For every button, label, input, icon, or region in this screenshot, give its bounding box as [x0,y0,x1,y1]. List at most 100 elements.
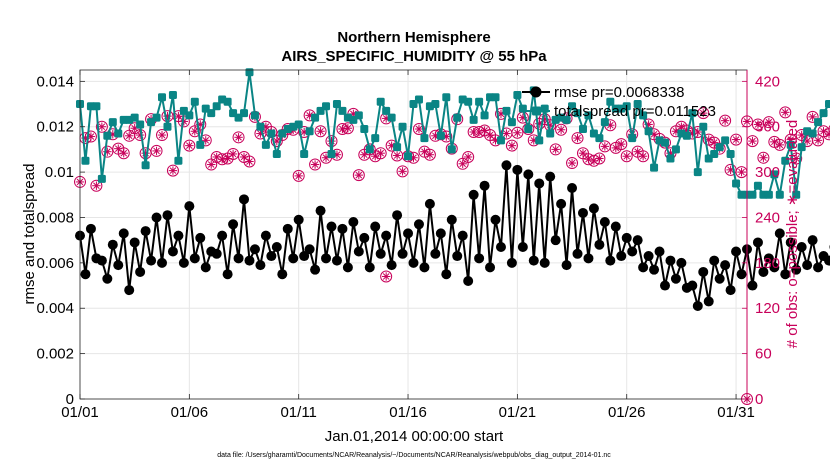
totalspread-point [420,134,429,143]
totalspread-point [442,93,451,102]
obs-evaluated-marker [463,152,473,162]
rmse-point [796,241,807,252]
asterisk-stroke [153,147,160,155]
rmse-point [545,171,556,182]
asterisk-stroke [820,127,827,135]
totalspread-point [584,111,593,120]
obs-evaluated-marker [125,131,134,140]
series-layer [74,68,830,405]
totalspread-point [502,106,511,115]
totalspread-point [671,145,680,154]
asterisk-stroke [710,139,718,146]
obs-possible-marker [117,147,130,160]
totalspread-point [196,140,205,149]
obs-evaluated-marker [152,146,161,156]
rmse-point [342,262,353,273]
rmse-point [720,260,731,271]
obs-possible-marker [620,150,633,163]
rmse-point [260,230,271,241]
totalspread-point [250,111,259,120]
rmse-point [528,255,539,266]
totalspread-point [688,109,697,118]
totalspread-point [207,109,216,118]
totalspread-point [414,95,423,104]
asterisk-stroke [732,136,740,143]
rmse-point [616,251,627,262]
rmse-point [517,241,528,252]
totalspread-point [507,118,516,127]
asterisk-stroke [552,146,559,153]
obs-possible-marker [183,139,196,152]
totalspread-point [240,109,249,118]
asterisk-stroke [639,152,647,160]
obs-possible-marker [762,116,775,129]
asterisk-stroke [229,150,237,158]
asterisk-stroke [317,127,324,135]
obs-evaluated-marker [556,125,566,134]
footnote: data file: /Users/gharamti/Documents/NCA… [217,452,611,459]
rmse-point [731,246,742,257]
y-tick-label: 0.012 [36,119,74,136]
obs-evaluated-marker [228,149,238,159]
obs-possible-marker [396,165,409,178]
asterisk-stroke [612,144,620,152]
rmse-point [293,214,304,225]
obs-evaluated-marker [677,122,686,131]
x-tick-label: 01/31 [717,404,755,421]
asterisk-stroke [355,171,363,179]
totalspread-point [666,154,675,163]
y-right-tick-label: 120 [755,300,780,317]
asterisk-stroke [382,273,390,280]
totalspread-point [578,124,587,133]
asterisk-stroke [399,168,406,175]
rmse-point [457,230,468,241]
totalspread-point [190,97,199,106]
rmse-point [211,248,222,259]
obs-evaluated-marker [458,159,467,168]
obs-possible-marker [194,118,207,131]
rmse-point [331,255,342,266]
totalspread-point [365,145,374,154]
rmse-point [304,244,315,255]
obs-evaluated-marker [502,129,511,138]
y-right-tick-label: 60 [755,346,772,363]
asterisk-stroke [98,123,106,131]
rmse-point [583,253,594,264]
totalspread-point [797,143,806,152]
rmse-point [151,212,162,223]
rmse-point [348,217,359,228]
asterisk-stroke [459,160,467,168]
totalspread-point [174,156,183,165]
obs-possible-marker [697,107,710,120]
totalspread-point [114,129,123,138]
rmse-point [107,239,118,250]
obs-possible-marker [828,124,830,133]
totalspread-point [650,163,659,172]
rmse-point [599,217,610,228]
legend-totalspread-marker [532,106,541,116]
obs-evaluated-marker [551,145,560,154]
totalspread-point [376,97,385,106]
totalspread-point [644,127,653,136]
rmse-point [217,230,228,241]
obs-evaluated-marker [223,154,232,163]
obs-evaluated-marker [217,155,227,164]
asterisk-stroke [699,109,707,117]
rmse-point [605,255,616,266]
totalspread-point [764,190,773,199]
obs-evaluated-marker [310,160,320,169]
obs-possible-marker [156,129,169,142]
obs-evaluated-marker [157,130,167,140]
legend-rmse-label: rmse pr=0.0068338 [554,84,685,101]
rmse-point [244,255,255,266]
obs-evaluated-marker [824,130,830,139]
totalspread-point [814,118,823,127]
totalspread-point [781,156,790,165]
asterisk-stroke [617,140,625,148]
series-rmse [75,160,830,311]
x-tick-label: 01/16 [389,404,427,421]
obs-possible-marker [227,147,240,160]
rmse-point [189,253,200,264]
obs-evaluated-marker [578,148,588,158]
asterisk-stroke [486,131,494,139]
